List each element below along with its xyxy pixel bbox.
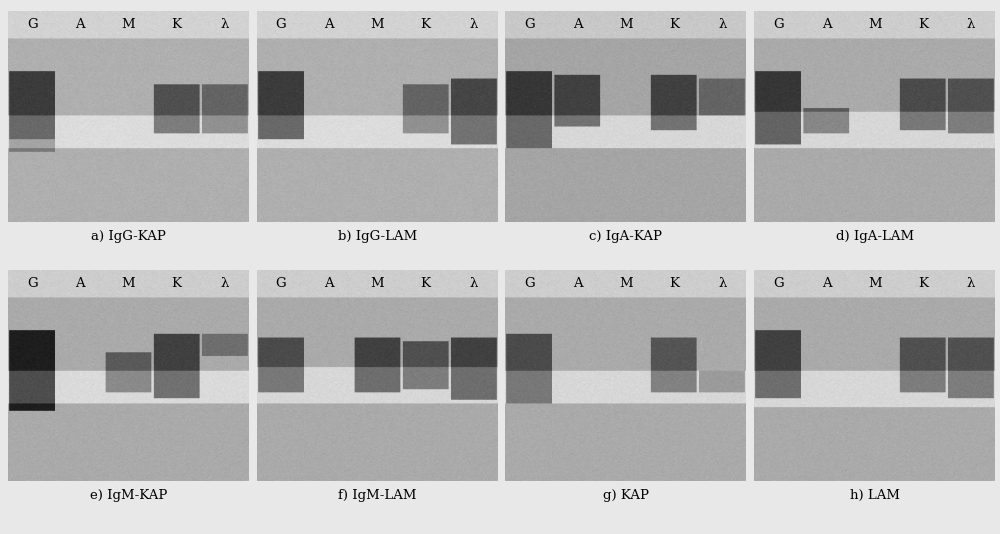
Text: M: M [370,277,384,290]
Text: K: K [669,277,679,290]
Text: A: A [573,277,583,290]
Text: M: M [868,18,881,31]
Text: λ: λ [718,277,726,290]
Text: λ: λ [469,277,478,290]
Text: K: K [669,18,679,31]
Text: λ: λ [967,277,975,290]
Text: λ: λ [220,18,229,31]
Text: A: A [822,18,831,31]
Text: K: K [420,277,430,290]
Text: λ: λ [718,18,726,31]
Text: G: G [524,18,535,31]
Text: A: A [822,277,831,290]
Text: h) LAM: h) LAM [850,489,900,501]
Text: e) IgM-KAP: e) IgM-KAP [90,489,167,501]
Text: g) KAP: g) KAP [603,489,649,501]
Text: K: K [172,18,182,31]
Text: c) IgA-KAP: c) IgA-KAP [589,230,662,242]
Text: A: A [324,18,334,31]
Text: λ: λ [967,18,975,31]
Text: λ: λ [469,18,478,31]
Text: K: K [918,18,928,31]
Text: M: M [122,277,135,290]
Text: b) IgG-LAM: b) IgG-LAM [338,230,417,242]
Text: A: A [75,277,85,290]
Text: G: G [27,277,37,290]
Text: λ: λ [220,277,229,290]
Text: K: K [918,277,928,290]
Text: M: M [122,18,135,31]
Text: K: K [172,277,182,290]
Text: G: G [524,277,535,290]
Text: f) IgM-LAM: f) IgM-LAM [338,489,416,501]
Text: A: A [75,18,85,31]
Text: M: M [619,18,633,31]
Text: G: G [276,277,286,290]
Text: M: M [619,277,633,290]
Text: A: A [573,18,583,31]
Text: G: G [27,18,37,31]
Text: M: M [868,277,881,290]
Text: G: G [773,277,784,290]
Text: G: G [773,18,784,31]
Text: G: G [276,18,286,31]
Text: d) IgA-LAM: d) IgA-LAM [836,230,914,242]
Text: A: A [324,277,334,290]
Text: M: M [370,18,384,31]
Text: K: K [420,18,430,31]
Text: a) IgG-KAP: a) IgG-KAP [91,230,166,242]
